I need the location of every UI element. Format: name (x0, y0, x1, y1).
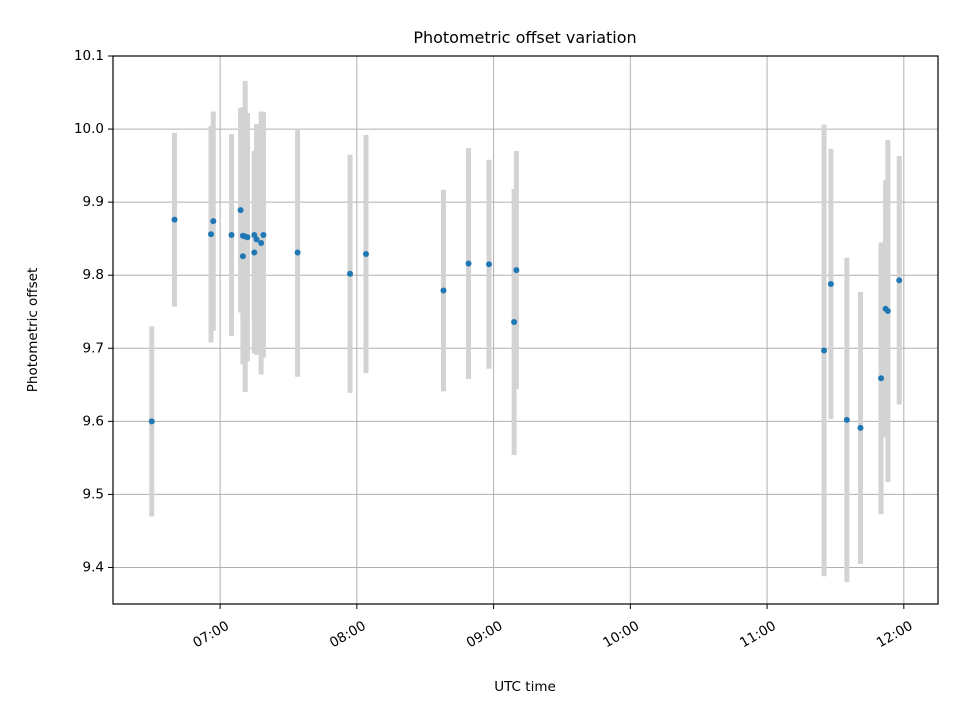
data-point (821, 347, 828, 354)
y-tick-label: 9.8 (83, 267, 104, 283)
data-point (237, 207, 244, 214)
data-point (878, 375, 885, 382)
data-point (171, 216, 178, 223)
data-points (148, 207, 903, 431)
data-point (258, 240, 265, 247)
y-tick-label: 10.0 (74, 121, 104, 137)
data-point (362, 251, 369, 258)
data-point (207, 231, 214, 238)
y-tick-label: 9.5 (83, 486, 104, 502)
data-point (239, 253, 246, 260)
data-point (251, 249, 258, 256)
data-point (244, 234, 251, 241)
plot-frame (112, 55, 939, 605)
data-point (827, 280, 834, 287)
data-point (440, 287, 447, 294)
data-point (857, 424, 864, 431)
data-point (884, 308, 891, 315)
data-point (148, 418, 155, 425)
data-point (465, 260, 472, 267)
data-point (513, 267, 520, 274)
x-axis-label: UTC time (494, 679, 556, 695)
data-point (511, 318, 518, 325)
data-point (260, 232, 267, 239)
y-tick-label: 9.7 (83, 340, 104, 356)
y-tick-label: 9.9 (83, 194, 104, 210)
y-tick-label: 10.1 (74, 48, 104, 64)
data-point (228, 232, 235, 239)
data-point (253, 236, 260, 243)
data-point (210, 218, 217, 225)
chart-title: Photometric offset variation (413, 28, 636, 47)
y-tick-label: 9.4 (83, 559, 104, 575)
y-tick-label: 9.6 (83, 413, 104, 429)
y-axis-label: Photometric offset (25, 268, 41, 392)
data-point (294, 249, 301, 256)
data-point (843, 416, 850, 423)
data-point (486, 261, 493, 268)
data-point (347, 270, 354, 277)
data-point (896, 277, 903, 284)
